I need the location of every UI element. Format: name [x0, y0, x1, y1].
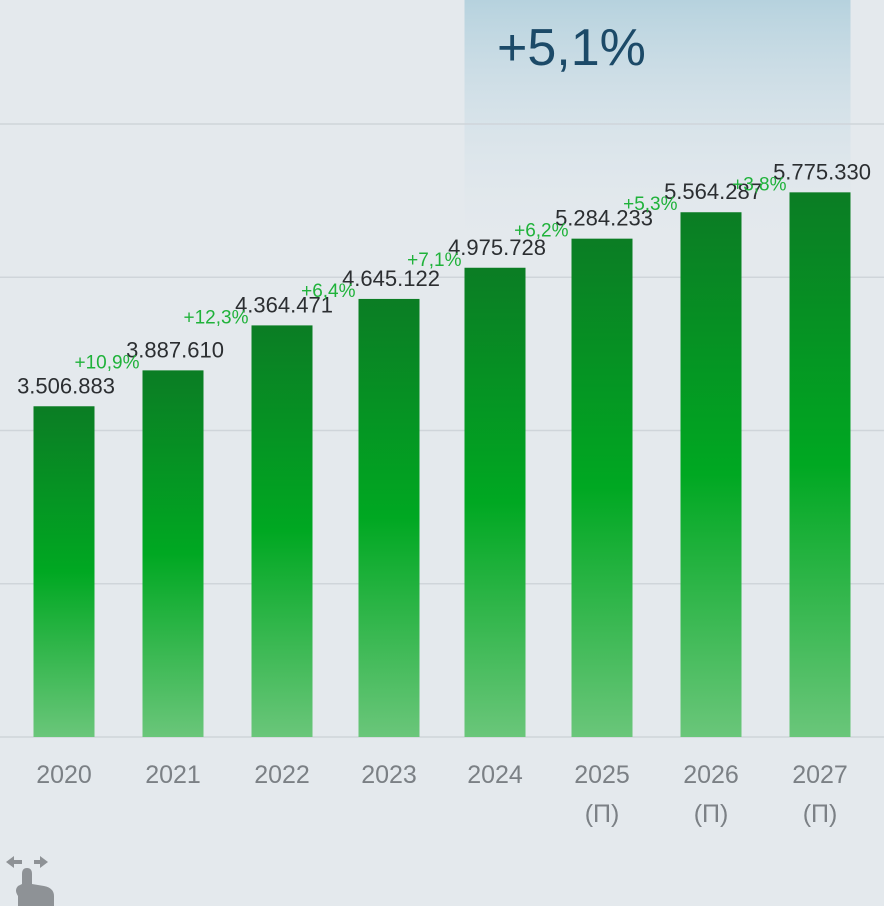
forecast-highlight-band	[464, 0, 851, 250]
x-tick-label: 2025	[574, 761, 630, 789]
growth-label: +6,4%	[301, 281, 356, 302]
x-tick-label: 2021	[145, 761, 201, 789]
x-tick-label: 2026	[683, 761, 739, 789]
x-tick-label: 2020	[36, 761, 92, 789]
growth-label: +6,2%	[514, 221, 569, 242]
bar-2025	[571, 238, 633, 737]
bar-2022	[251, 325, 313, 737]
bar-2020	[33, 406, 95, 737]
value-label: 4.975.728	[448, 235, 546, 260]
growth-label: +3,8%	[732, 174, 787, 195]
growth-label: +12,3%	[184, 307, 249, 328]
value-label: 4.364.471	[235, 292, 333, 317]
bar-2026	[680, 212, 742, 737]
growth-label: +7,1%	[407, 250, 462, 271]
value-label: 5.284.233	[555, 206, 653, 231]
x-tick-label: 2027	[792, 761, 848, 789]
bar-2024	[464, 267, 526, 737]
value-label: 3.506.883	[17, 373, 115, 398]
bar-2027	[789, 192, 851, 738]
forecast-note: (П)	[803, 800, 838, 828]
x-tick-label: 2022	[254, 761, 310, 789]
bar-2021	[142, 370, 204, 737]
bar-2023	[358, 298, 420, 737]
value-label: 5.564.287	[664, 179, 762, 204]
value-label: 3.887.610	[126, 337, 224, 362]
value-label: 5.775.330	[773, 159, 871, 184]
forecast-note: (П)	[585, 800, 620, 828]
value-label: 4.645.122	[342, 266, 440, 291]
cagr-label: +5,1%	[497, 19, 646, 77]
growth-label: +10,9%	[75, 352, 140, 373]
forecast-note: (П)	[694, 800, 729, 828]
swipe-hand-icon	[6, 856, 54, 906]
x-tick-label: 2023	[361, 761, 417, 789]
x-tick-label: 2024	[467, 761, 523, 789]
growth-label: +5,3%	[623, 194, 678, 215]
